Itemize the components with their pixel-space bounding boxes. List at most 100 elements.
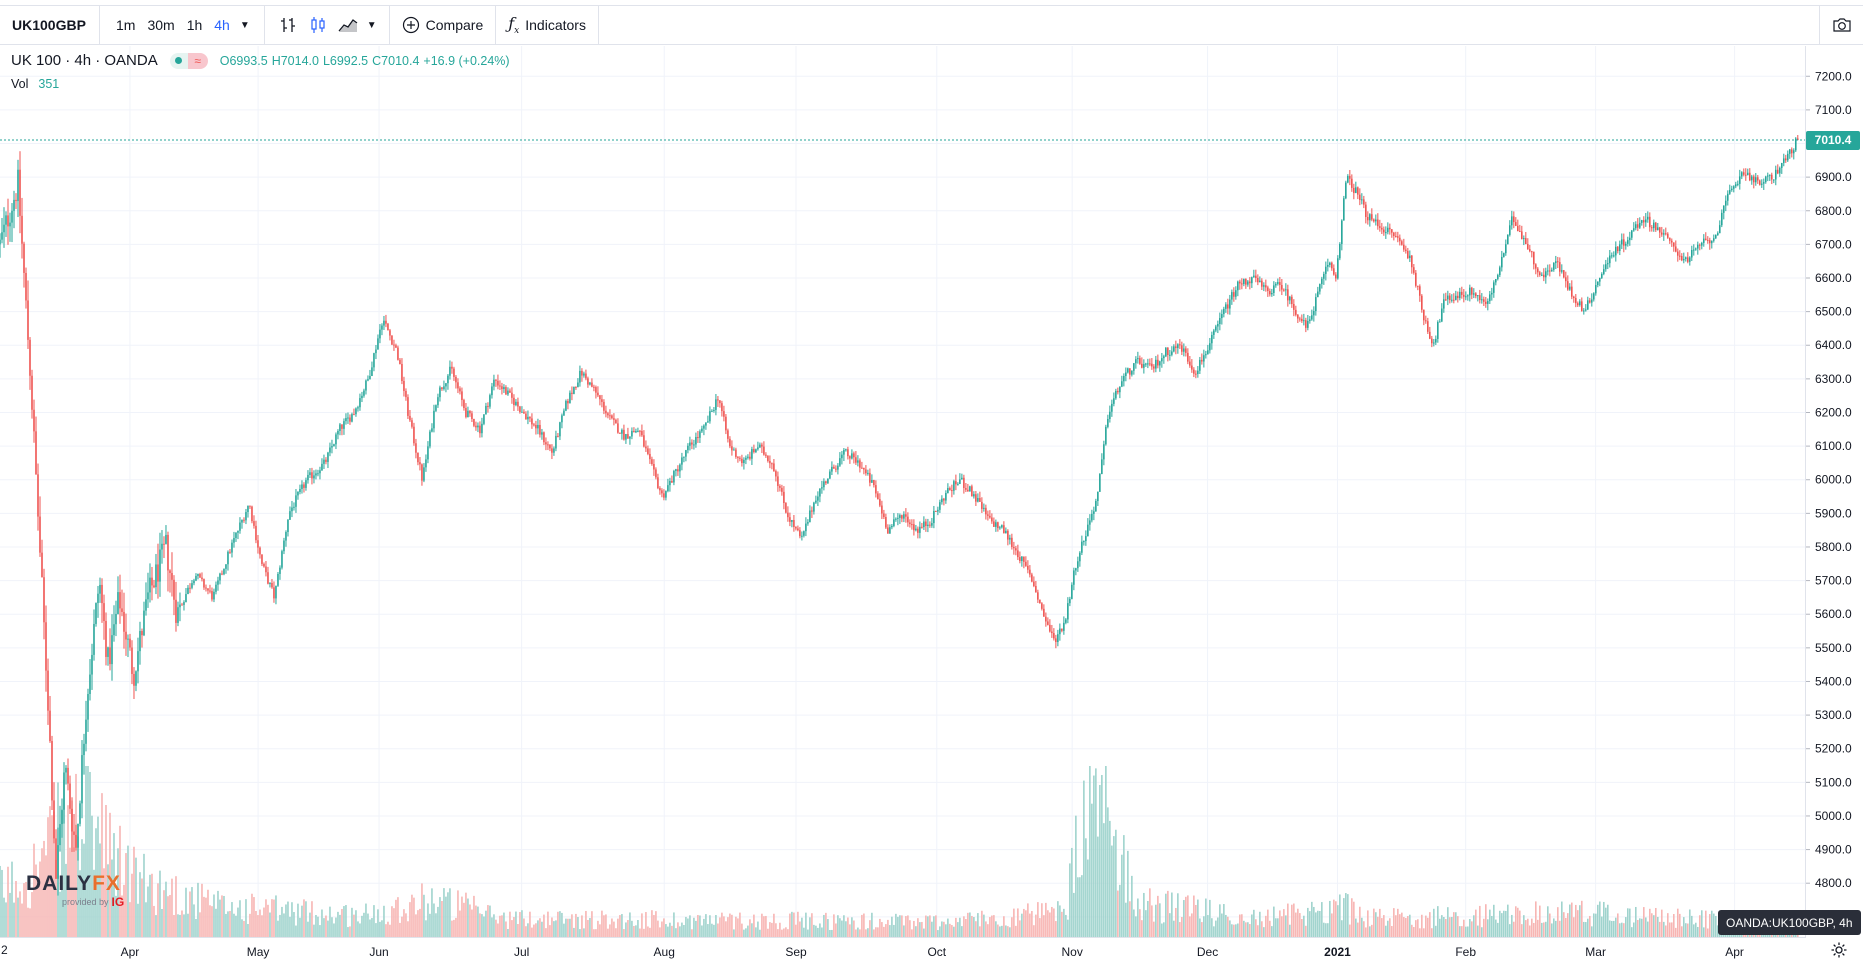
volume-bar [869, 920, 871, 937]
candle-body [1415, 272, 1417, 286]
candle-body [1501, 256, 1503, 268]
volume-bar [463, 902, 465, 937]
time-axis-edge-label: 2 [1, 943, 8, 957]
candle-body [1461, 291, 1463, 295]
candle-body [957, 483, 959, 485]
volume-bar [765, 915, 767, 937]
chart-settings-button[interactable] [1830, 941, 1848, 964]
volume-bar [1179, 922, 1181, 937]
interval-1m[interactable]: 1m [116, 17, 136, 33]
candle-body [1567, 281, 1569, 290]
market-status-pill[interactable]: ≈ [169, 52, 208, 69]
bar-chart-icon[interactable] [277, 14, 299, 36]
volume-label[interactable]: Vol [11, 77, 29, 91]
interval-4h[interactable]: 4h [214, 17, 230, 33]
volume-bar [1201, 922, 1203, 937]
candle-body [1223, 308, 1225, 315]
candle-body [1636, 224, 1639, 228]
candle-body [1581, 301, 1583, 311]
volume-bar [497, 923, 499, 937]
volume-bar [281, 906, 283, 937]
volume-bar [355, 910, 357, 937]
chevron-down-icon[interactable]: ▼ [366, 19, 377, 31]
symbol-search-button[interactable]: UK100GBP [0, 6, 100, 44]
interval-selector: 1m 30m 1h 4h ▼ [100, 6, 265, 44]
candle-body [1113, 398, 1115, 404]
volume-bar [1071, 847, 1073, 937]
ohlc-values: O6993.5 H7014.0 L6992.5 C7010.4 +16.9 (+… [220, 54, 510, 68]
price-chart[interactable]: 4700.04800.04900.05000.05100.05200.05300… [0, 46, 1863, 967]
interval-30m[interactable]: 30m [147, 17, 175, 33]
candle-body [1529, 249, 1531, 252]
volume-bar [1307, 907, 1309, 937]
candle-body [31, 375, 33, 410]
volume-bar [241, 919, 243, 937]
candle-body [431, 428, 433, 432]
volume-bar [735, 916, 737, 937]
volume-bar [273, 899, 275, 937]
candle-body [1275, 283, 1277, 286]
candle-body [1069, 598, 1071, 604]
candle-body [3, 224, 5, 233]
volume-bar [843, 915, 845, 937]
candle-chart-icon[interactable] [307, 14, 329, 36]
candle-body [1561, 270, 1563, 272]
series-title[interactable]: UK 100 · 4h · OANDA [11, 52, 158, 69]
candle-body [1277, 282, 1279, 284]
candle-body [561, 415, 563, 423]
volume-bar [1617, 913, 1619, 937]
volume-bar [363, 912, 365, 937]
candle-body [1227, 304, 1229, 309]
volume-bar [441, 901, 443, 937]
candle-body [779, 485, 781, 488]
volume-bar [781, 929, 783, 937]
volume-bar [553, 921, 555, 937]
candle-body [1381, 227, 1383, 230]
candle-body [1623, 239, 1625, 246]
volume-bar [937, 930, 939, 937]
area-chart-icon[interactable] [337, 14, 359, 36]
price-tick-label: 5000.0 [1815, 809, 1852, 823]
volume-bar [1417, 919, 1419, 937]
candle-body [1271, 292, 1273, 295]
candle-body [1497, 275, 1499, 280]
candle-body [1065, 619, 1067, 623]
volume-bar [923, 928, 925, 937]
candle-body [1427, 321, 1429, 332]
volume-bar [1177, 893, 1179, 937]
candle-body [823, 481, 825, 488]
candle-body [1463, 294, 1465, 297]
candle-body [959, 479, 961, 484]
candle-body [21, 215, 23, 244]
candle-body [1726, 193, 1729, 201]
volume-bar [9, 892, 11, 937]
volume-bar [411, 894, 413, 937]
candle-body [1167, 347, 1169, 356]
volume-bar [941, 921, 943, 937]
chevron-down-icon[interactable]: ▼ [239, 19, 250, 31]
candle-body [125, 631, 127, 640]
screenshot-button[interactable] [1819, 6, 1863, 44]
interval-1h[interactable]: 1h [186, 17, 203, 33]
candle-body [0, 239, 1, 245]
compare-button[interactable]: Compare [390, 6, 497, 44]
candle-body [797, 528, 799, 531]
candle-body [1059, 628, 1061, 635]
volume-bar [69, 847, 71, 937]
volume-bar [1101, 775, 1103, 937]
volume-bar [1323, 922, 1325, 937]
candle-body [663, 493, 665, 498]
candle-body [1361, 199, 1363, 201]
volume-bar [1633, 922, 1635, 937]
candle-body [1571, 286, 1573, 297]
candle-body [1720, 212, 1723, 226]
volume-bar [663, 918, 665, 937]
indicators-button[interactable]: ƒx Indicators [496, 6, 599, 44]
volume-bar [1361, 917, 1363, 937]
volume-bar [1650, 913, 1653, 937]
candle-body [1249, 281, 1251, 284]
volume-bar [951, 925, 953, 937]
volume-bar [595, 929, 597, 937]
volume-bar [1325, 923, 1327, 937]
volume-bar [823, 914, 825, 937]
